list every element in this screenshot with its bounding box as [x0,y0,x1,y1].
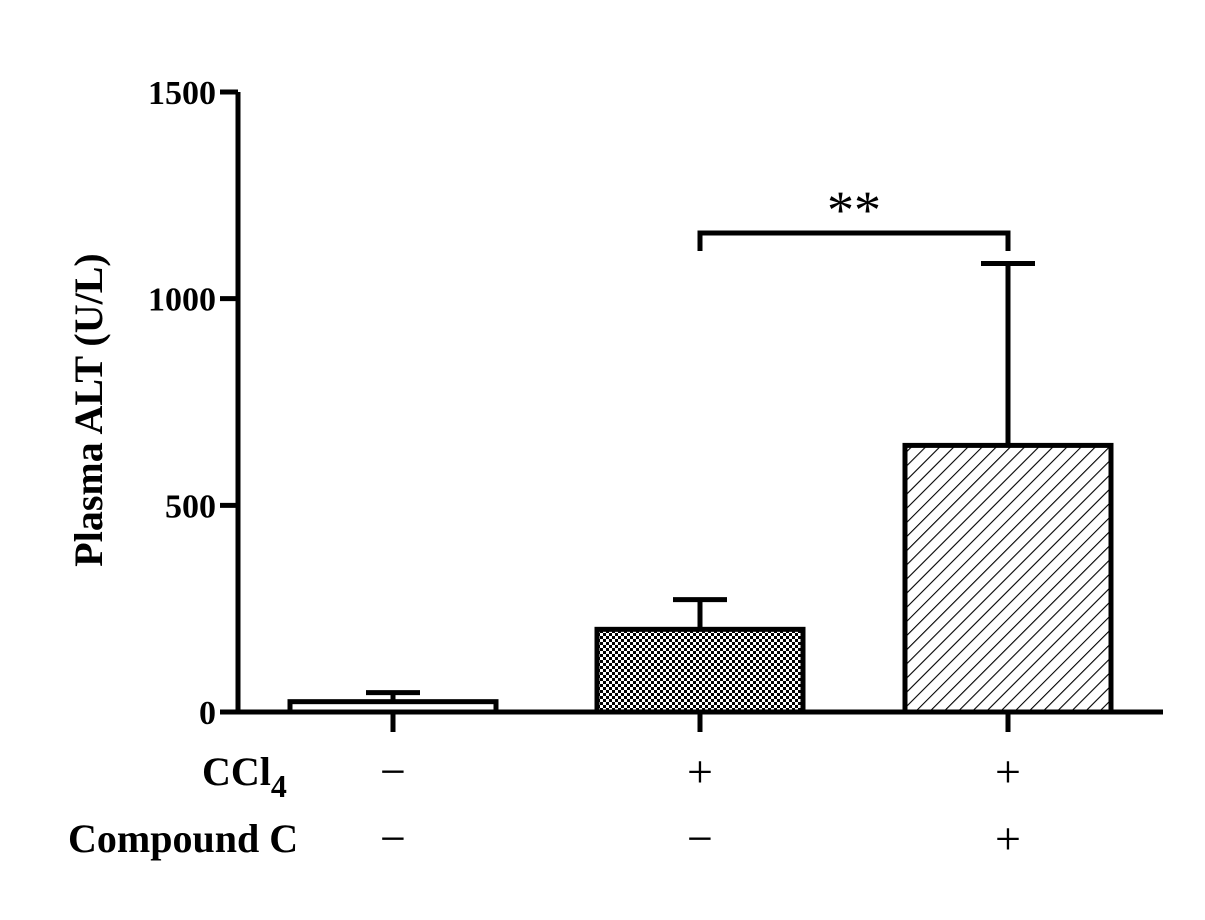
y-tick-label: 0 [199,695,216,732]
bar [902,442,1114,715]
condition-label: CCl4 [202,749,287,804]
condition-sign: + [995,813,1021,864]
y-tick-label: 1000 [148,282,216,319]
condition-sign: − [687,813,713,864]
condition-sign: + [687,746,713,797]
condition-sign: − [380,813,406,864]
y-tick-label: 500 [165,488,216,525]
bar [594,626,806,715]
y-tick-label: 1500 [148,75,216,112]
bar [287,699,499,715]
y-axis-title: Plasma ALT (U/L) [66,253,111,566]
condition-sign: + [995,746,1021,797]
condition-label: Compound C [68,816,298,861]
significance-label: ** [827,180,881,240]
significance-bracket [697,230,1011,251]
condition-subscript: 4 [271,768,287,804]
condition-sign: − [380,746,406,797]
